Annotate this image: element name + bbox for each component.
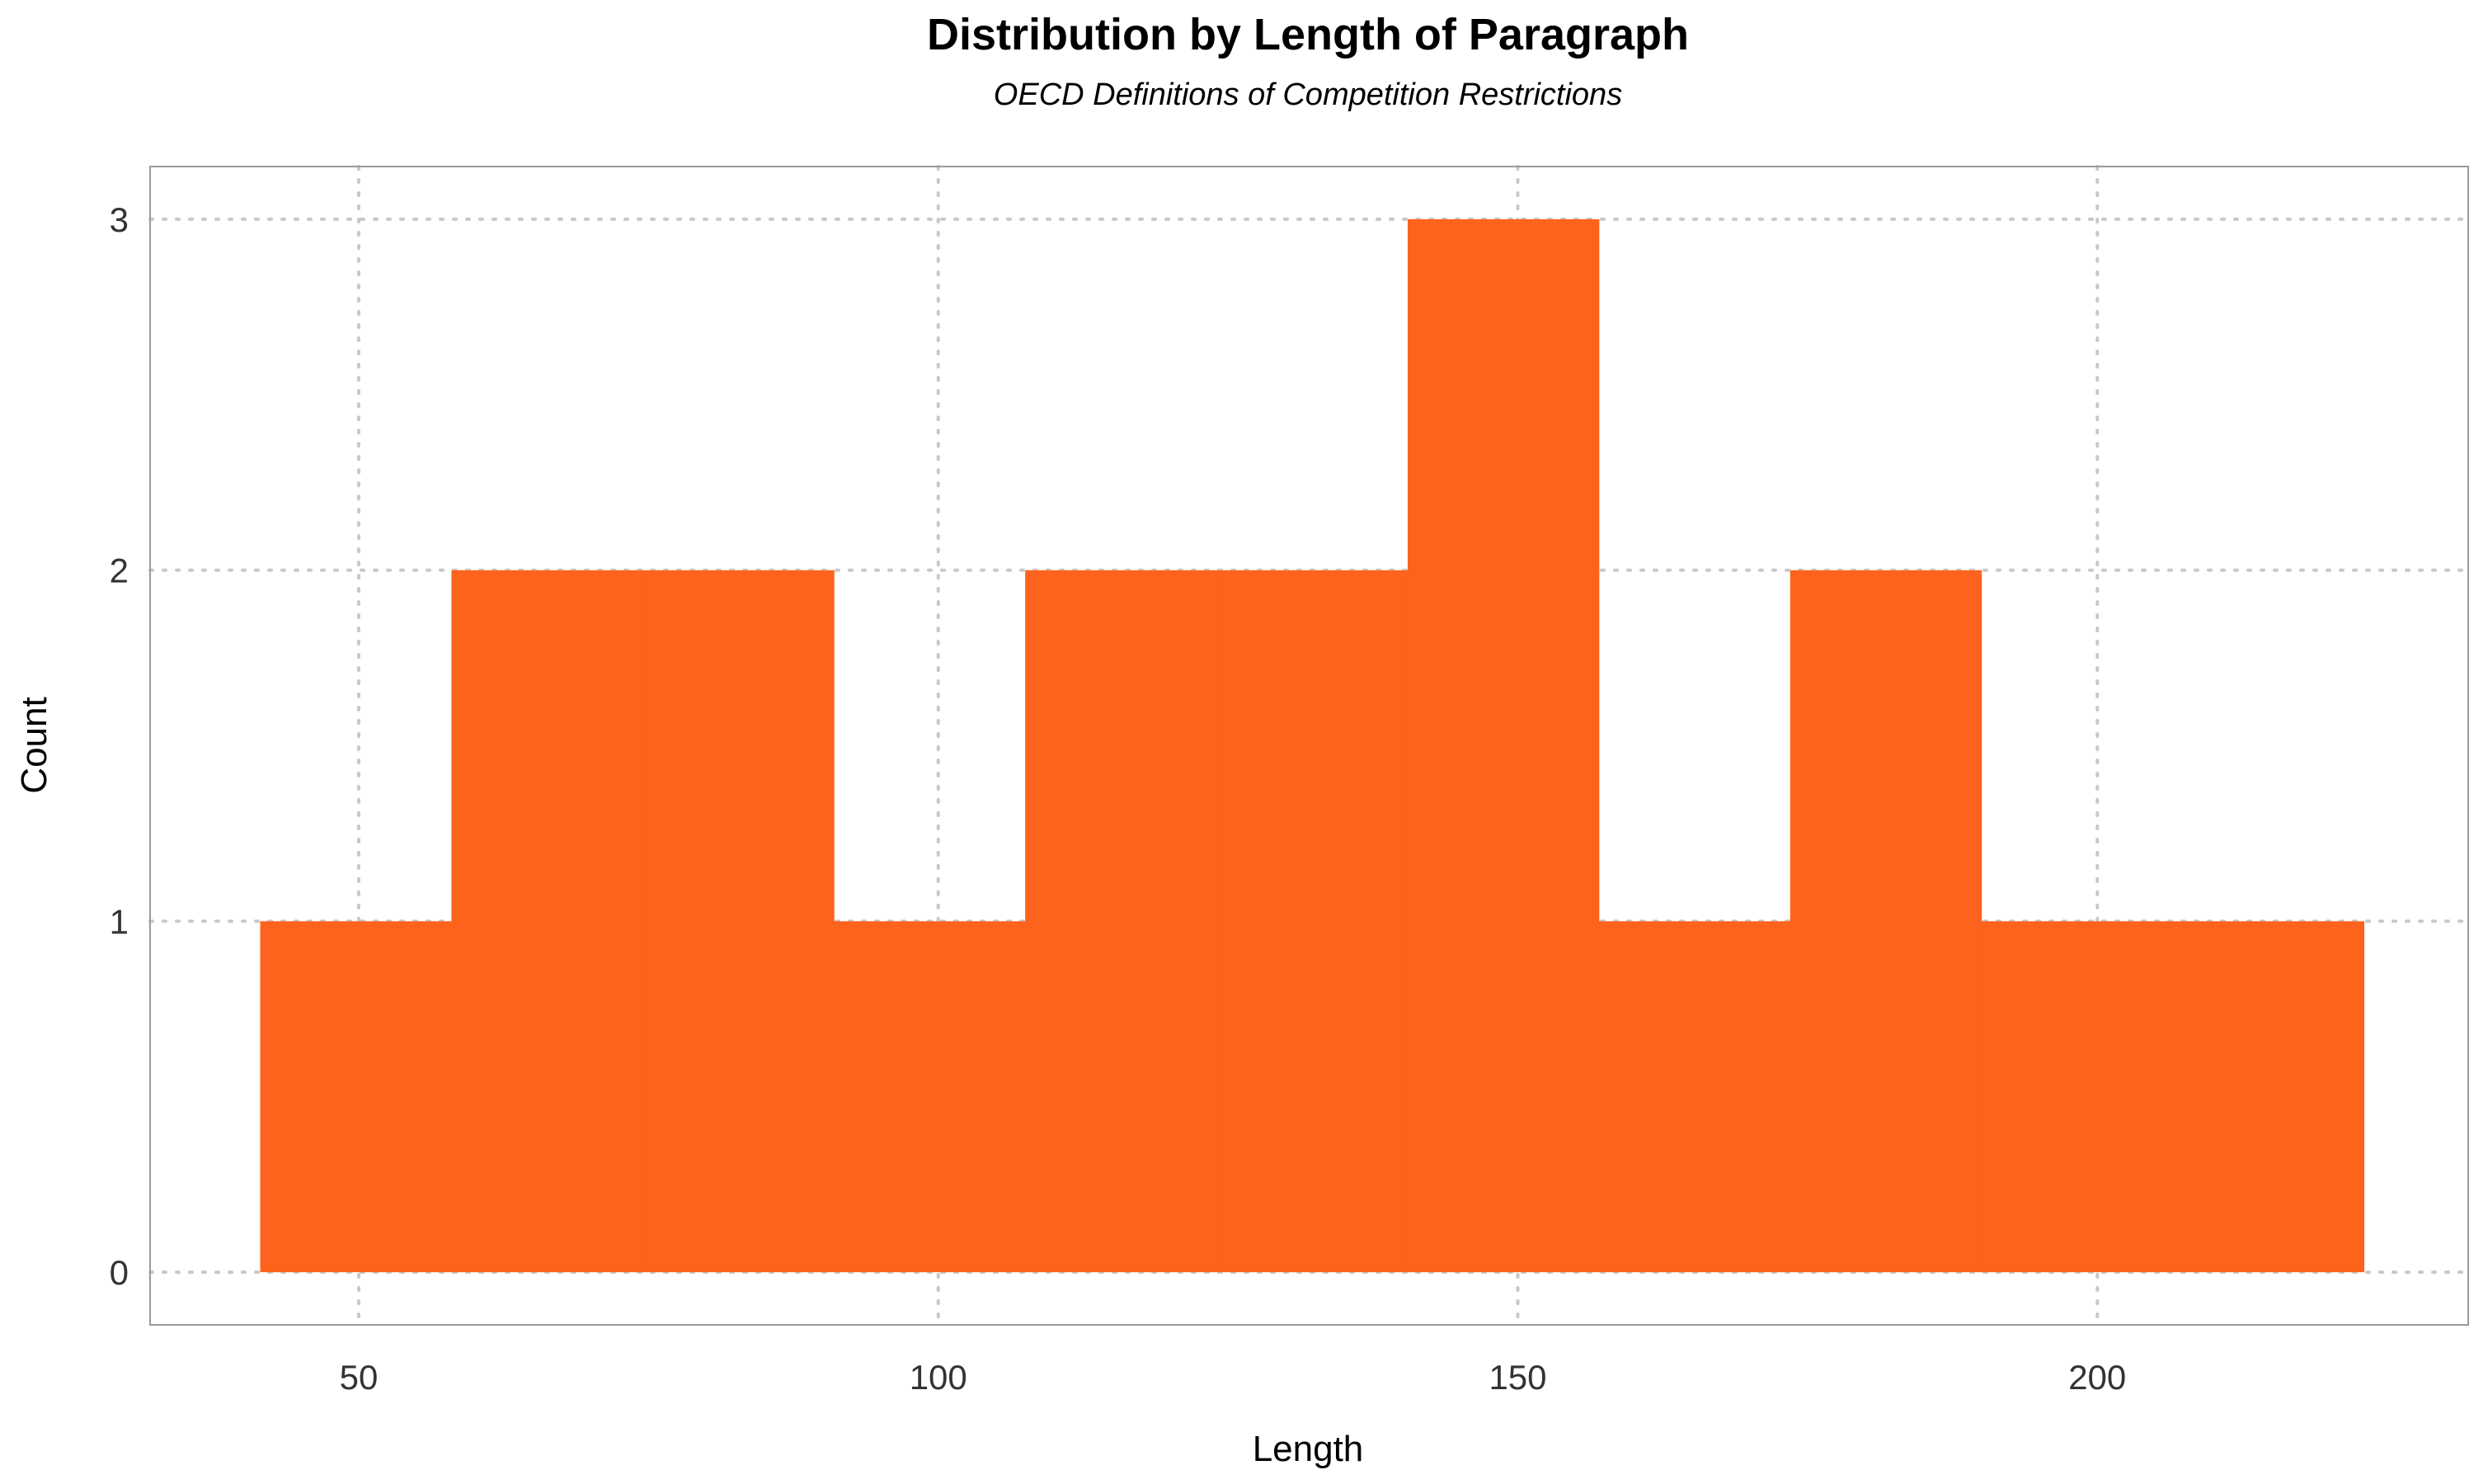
histogram-bar <box>260 921 452 1273</box>
x-tick-label: 150 <box>1489 1358 1546 1397</box>
x-tick-label: 200 <box>2068 1358 2126 1397</box>
x-tick-label: 50 <box>340 1358 379 1397</box>
x-tick-label: 100 <box>910 1358 967 1397</box>
y-tick-label: 1 <box>110 902 129 941</box>
histogram-bar <box>1407 218 1600 1273</box>
histogram-bar <box>1790 570 1982 1273</box>
chart-title: Distribution by Length of Paragraph <box>927 10 1689 59</box>
histogram-bar <box>1025 570 1217 1273</box>
y-tick-label: 0 <box>110 1253 129 1292</box>
plot-border <box>149 166 2469 1326</box>
histogram-bar <box>1981 921 2174 1273</box>
histogram-bar <box>834 921 1026 1273</box>
histogram-bar <box>642 570 835 1273</box>
histogram-bar <box>1216 570 1409 1273</box>
tick-labels: 50 100 150 200 0 1 2 3 <box>110 200 2127 1397</box>
y-axis-label: Count <box>14 697 54 793</box>
histogram-bar <box>451 570 643 1273</box>
histogram-bar <box>1598 921 1791 1273</box>
x-axis-label: Length <box>1253 1429 1364 1469</box>
histogram-bars <box>260 218 2365 1273</box>
chart-subtitle: OECD Definitions of Competition Restrict… <box>994 77 1622 112</box>
histogram-bar <box>2172 921 2365 1273</box>
y-tick-label: 2 <box>110 552 129 590</box>
y-tick-label: 3 <box>110 200 129 239</box>
